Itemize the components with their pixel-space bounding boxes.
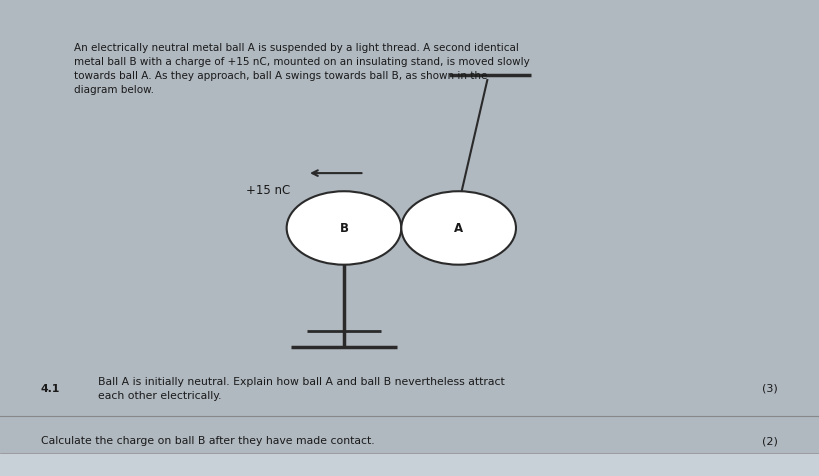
Text: 4.1: 4.1: [41, 383, 61, 393]
Text: +15 nC: +15 nC: [246, 184, 290, 197]
Ellipse shape: [287, 192, 401, 265]
Text: Calculate the charge on ball B after they have made contact.: Calculate the charge on ball B after the…: [41, 436, 374, 445]
Text: (2): (2): [762, 436, 778, 445]
Text: B: B: [340, 222, 348, 235]
Text: Ball A is initially neutral. Explain how ball A and ball B nevertheless attract
: Ball A is initially neutral. Explain how…: [98, 376, 505, 400]
Text: (3): (3): [762, 383, 778, 393]
Text: An electrically neutral metal ball A is suspended by a light thread. A second id: An electrically neutral metal ball A is …: [74, 43, 529, 95]
Ellipse shape: [401, 192, 516, 265]
Text: A: A: [454, 222, 464, 235]
Bar: [0, 453, 819, 476]
